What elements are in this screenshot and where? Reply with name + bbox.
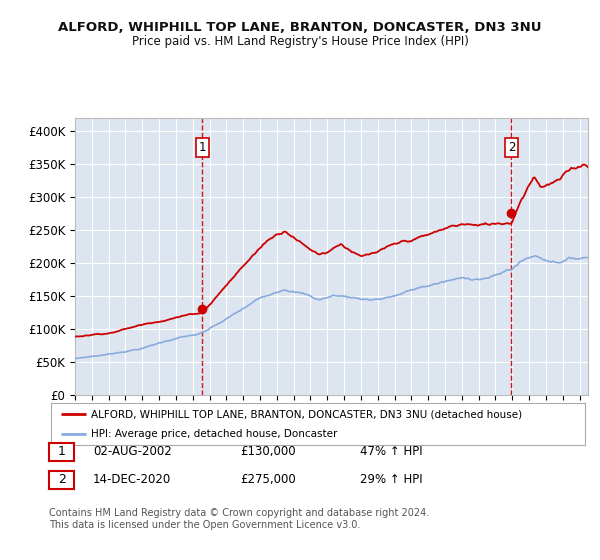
Text: 2: 2 [58,473,66,487]
Text: 1: 1 [199,141,206,154]
Text: 1: 1 [58,445,66,459]
Text: HPI: Average price, detached house, Doncaster: HPI: Average price, detached house, Donc… [91,429,337,438]
Text: 29% ↑ HPI: 29% ↑ HPI [360,473,422,487]
Text: ALFORD, WHIPHILL TOP LANE, BRANTON, DONCASTER, DN3 3NU: ALFORD, WHIPHILL TOP LANE, BRANTON, DONC… [58,21,542,34]
Text: £130,000: £130,000 [240,445,296,459]
Text: £275,000: £275,000 [240,473,296,487]
Text: 02-AUG-2002: 02-AUG-2002 [93,445,172,459]
Text: ALFORD, WHIPHILL TOP LANE, BRANTON, DONCASTER, DN3 3NU (detached house): ALFORD, WHIPHILL TOP LANE, BRANTON, DONC… [91,409,522,419]
Text: 47% ↑ HPI: 47% ↑ HPI [360,445,422,459]
Text: 2: 2 [508,141,515,154]
Text: Contains HM Land Registry data © Crown copyright and database right 2024.
This d: Contains HM Land Registry data © Crown c… [49,508,430,530]
Text: Price paid vs. HM Land Registry's House Price Index (HPI): Price paid vs. HM Land Registry's House … [131,35,469,48]
Text: 14-DEC-2020: 14-DEC-2020 [93,473,171,487]
